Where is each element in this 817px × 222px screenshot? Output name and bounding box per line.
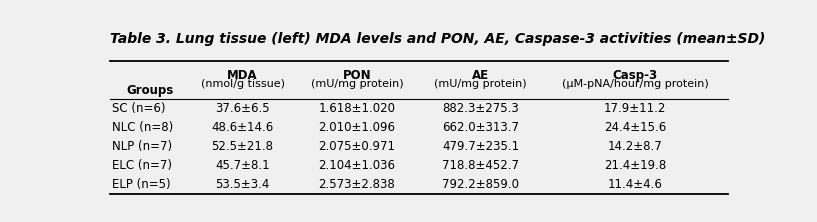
Text: 1.618±1.020: 1.618±1.020 [319,102,395,115]
Text: 53.5±3.4: 53.5±3.4 [216,178,270,191]
Text: (μM-pNA/hour/mg protein): (μM-pNA/hour/mg protein) [561,79,708,89]
Text: 37.6±6.5: 37.6±6.5 [215,102,270,115]
Text: 21.4±19.8: 21.4±19.8 [604,159,666,172]
Text: 718.8±452.7: 718.8±452.7 [442,159,519,172]
Text: ELP (n=5): ELP (n=5) [112,178,171,191]
Text: 2.010±1.096: 2.010±1.096 [319,121,395,134]
Text: 17.9±11.2: 17.9±11.2 [604,102,666,115]
Text: 662.0±313.7: 662.0±313.7 [442,121,519,134]
Text: PON: PON [342,69,371,82]
Text: 792.2±859.0: 792.2±859.0 [442,178,519,191]
Text: Table 3. Lung tissue (left) MDA levels and PON, AE, Caspase-3 activities (mean±S: Table 3. Lung tissue (left) MDA levels a… [109,32,765,46]
Text: Casp-3: Casp-3 [613,69,658,82]
Text: (mU/mg protein): (mU/mg protein) [310,79,404,89]
Text: 48.6±14.6: 48.6±14.6 [212,121,274,134]
Text: SC (n=6): SC (n=6) [112,102,166,115]
Text: (mU/mg protein): (mU/mg protein) [434,79,527,89]
Text: 2.104±1.036: 2.104±1.036 [319,159,395,172]
Text: Groups: Groups [127,84,173,97]
Text: NLC (n=8): NLC (n=8) [112,121,173,134]
Text: 11.4±4.6: 11.4±4.6 [608,178,663,191]
Text: (nmol/g tissue): (nmol/g tissue) [201,79,284,89]
Text: ELC (n=7): ELC (n=7) [112,159,172,172]
Text: AE: AE [472,69,489,82]
Text: MDA: MDA [227,69,258,82]
Text: 52.5±21.8: 52.5±21.8 [212,140,274,153]
Text: 2.573±2.838: 2.573±2.838 [319,178,395,191]
Text: 882.3±275.3: 882.3±275.3 [442,102,519,115]
Text: 24.4±15.6: 24.4±15.6 [604,121,666,134]
Text: 14.2±8.7: 14.2±8.7 [608,140,663,153]
Text: 2.075±0.971: 2.075±0.971 [319,140,395,153]
Text: 45.7±8.1: 45.7±8.1 [215,159,270,172]
Text: NLP (n=7): NLP (n=7) [112,140,172,153]
Text: 479.7±235.1: 479.7±235.1 [442,140,519,153]
